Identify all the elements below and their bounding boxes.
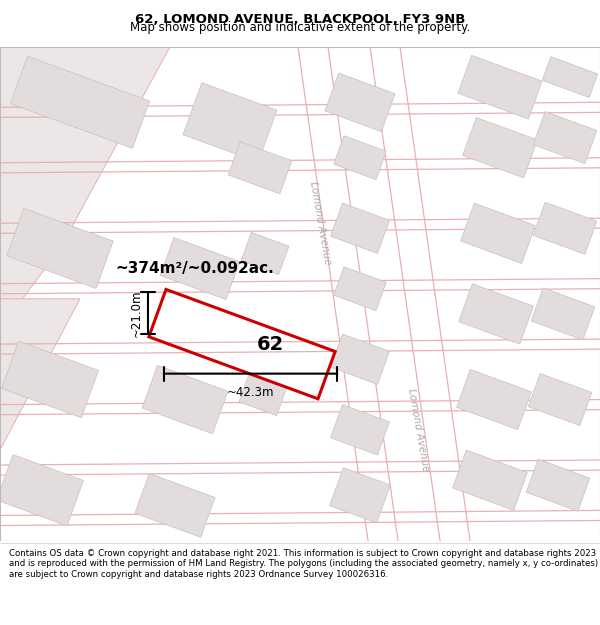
Polygon shape	[7, 208, 113, 289]
Text: ~21.0m: ~21.0m	[130, 289, 143, 337]
Polygon shape	[331, 334, 389, 384]
Text: Lomond Avenue: Lomond Avenue	[308, 181, 332, 266]
Polygon shape	[239, 373, 287, 416]
Polygon shape	[228, 142, 292, 194]
Polygon shape	[2, 341, 98, 418]
Polygon shape	[463, 118, 538, 178]
Polygon shape	[542, 57, 598, 98]
Polygon shape	[142, 366, 228, 434]
Polygon shape	[528, 374, 592, 426]
Polygon shape	[331, 404, 389, 455]
Polygon shape	[531, 288, 595, 340]
Polygon shape	[526, 459, 590, 511]
Polygon shape	[334, 136, 386, 179]
Text: ~374m²/~0.092ac.: ~374m²/~0.092ac.	[116, 261, 274, 276]
Polygon shape	[135, 473, 215, 538]
Polygon shape	[329, 468, 391, 523]
Polygon shape	[452, 450, 527, 510]
Polygon shape	[533, 111, 597, 164]
Polygon shape	[461, 203, 535, 263]
Polygon shape	[0, 299, 80, 450]
Polygon shape	[183, 82, 277, 162]
Polygon shape	[325, 73, 395, 132]
Polygon shape	[458, 56, 542, 119]
Polygon shape	[457, 369, 532, 430]
Polygon shape	[10, 56, 149, 148]
Polygon shape	[298, 47, 398, 541]
Text: 62: 62	[256, 334, 284, 354]
Polygon shape	[0, 47, 170, 329]
Text: ~42.3m: ~42.3m	[227, 386, 274, 399]
Text: Lomond Avenue: Lomond Avenue	[406, 388, 430, 472]
Polygon shape	[533, 202, 597, 254]
Text: Map shows position and indicative extent of the property.: Map shows position and indicative extent…	[130, 21, 470, 34]
Text: Contains OS data © Crown copyright and database right 2021. This information is : Contains OS data © Crown copyright and d…	[9, 549, 598, 579]
Polygon shape	[331, 203, 389, 254]
Polygon shape	[458, 284, 533, 344]
Text: 62, LOMOND AVENUE, BLACKPOOL, FY3 9NB: 62, LOMOND AVENUE, BLACKPOOL, FY3 9NB	[135, 13, 465, 26]
Polygon shape	[334, 267, 386, 311]
Polygon shape	[241, 232, 289, 274]
Polygon shape	[370, 47, 470, 541]
Polygon shape	[0, 454, 83, 526]
Polygon shape	[160, 238, 240, 299]
